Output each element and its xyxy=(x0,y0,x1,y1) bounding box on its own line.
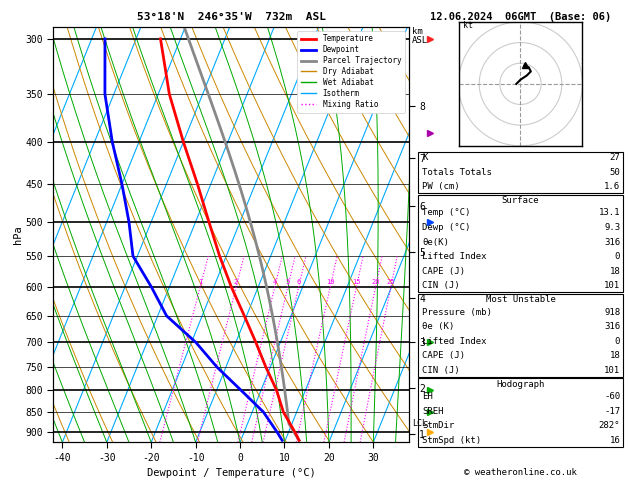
Text: PW (cm): PW (cm) xyxy=(422,182,460,191)
Text: 1: 1 xyxy=(198,279,203,285)
Text: 0: 0 xyxy=(615,252,620,261)
Text: 16: 16 xyxy=(610,436,620,445)
Text: StmDir: StmDir xyxy=(422,421,454,431)
Text: © weatheronline.co.uk: © weatheronline.co.uk xyxy=(464,468,577,477)
Text: Dewp (°C): Dewp (°C) xyxy=(422,223,470,232)
Text: km
ASL: km ASL xyxy=(412,27,428,45)
Text: CAPE (J): CAPE (J) xyxy=(422,351,465,361)
Y-axis label: hPa: hPa xyxy=(13,225,23,244)
X-axis label: Dewpoint / Temperature (°C): Dewpoint / Temperature (°C) xyxy=(147,468,316,478)
Text: CAPE (J): CAPE (J) xyxy=(422,267,465,276)
Text: 101: 101 xyxy=(604,366,620,375)
Text: 27: 27 xyxy=(610,153,620,162)
Text: 18: 18 xyxy=(610,351,620,361)
Text: 282°: 282° xyxy=(599,421,620,431)
Text: 918: 918 xyxy=(604,308,620,317)
Text: LCL: LCL xyxy=(411,419,426,428)
Text: 2: 2 xyxy=(234,279,238,285)
Text: θe(K): θe(K) xyxy=(422,238,449,247)
Text: 1.6: 1.6 xyxy=(604,182,620,191)
Text: Lifted Index: Lifted Index xyxy=(422,252,487,261)
Text: Lifted Index: Lifted Index xyxy=(422,337,487,346)
Text: 53°18'N  246°35'W  732m  ASL: 53°18'N 246°35'W 732m ASL xyxy=(136,12,326,22)
Text: Temp (°C): Temp (°C) xyxy=(422,208,470,218)
Text: 4: 4 xyxy=(272,279,277,285)
Text: 20: 20 xyxy=(371,279,380,285)
Text: 316: 316 xyxy=(604,322,620,331)
Text: -17: -17 xyxy=(604,407,620,416)
Text: -60: -60 xyxy=(604,392,620,401)
Text: Most Unstable: Most Unstable xyxy=(486,295,555,304)
Text: 101: 101 xyxy=(604,281,620,291)
Text: CIN (J): CIN (J) xyxy=(422,281,460,291)
Text: Surface: Surface xyxy=(502,196,539,205)
Text: 18: 18 xyxy=(610,267,620,276)
Text: Pressure (mb): Pressure (mb) xyxy=(422,308,492,317)
Text: θe (K): θe (K) xyxy=(422,322,454,331)
Text: Totals Totals: Totals Totals xyxy=(422,168,492,177)
Text: Hodograph: Hodograph xyxy=(496,380,545,389)
Text: StmSpd (kt): StmSpd (kt) xyxy=(422,436,481,445)
Text: 10: 10 xyxy=(326,279,335,285)
Legend: Temperature, Dewpoint, Parcel Trajectory, Dry Adiabat, Wet Adiabat, Isotherm, Mi: Temperature, Dewpoint, Parcel Trajectory… xyxy=(298,31,405,113)
Text: 6: 6 xyxy=(296,279,301,285)
Text: 5: 5 xyxy=(286,279,290,285)
Text: 15: 15 xyxy=(352,279,360,285)
Text: 12.06.2024  06GMT  (Base: 06): 12.06.2024 06GMT (Base: 06) xyxy=(430,12,611,22)
Text: 13.1: 13.1 xyxy=(599,208,620,218)
Text: 9.3: 9.3 xyxy=(604,223,620,232)
Text: K: K xyxy=(422,153,428,162)
Text: 50: 50 xyxy=(610,168,620,177)
Text: EH: EH xyxy=(422,392,433,401)
Text: 0: 0 xyxy=(615,337,620,346)
Text: CIN (J): CIN (J) xyxy=(422,366,460,375)
Text: 25: 25 xyxy=(387,279,395,285)
Text: kt: kt xyxy=(463,21,472,30)
Text: SREH: SREH xyxy=(422,407,443,416)
Text: 316: 316 xyxy=(604,238,620,247)
